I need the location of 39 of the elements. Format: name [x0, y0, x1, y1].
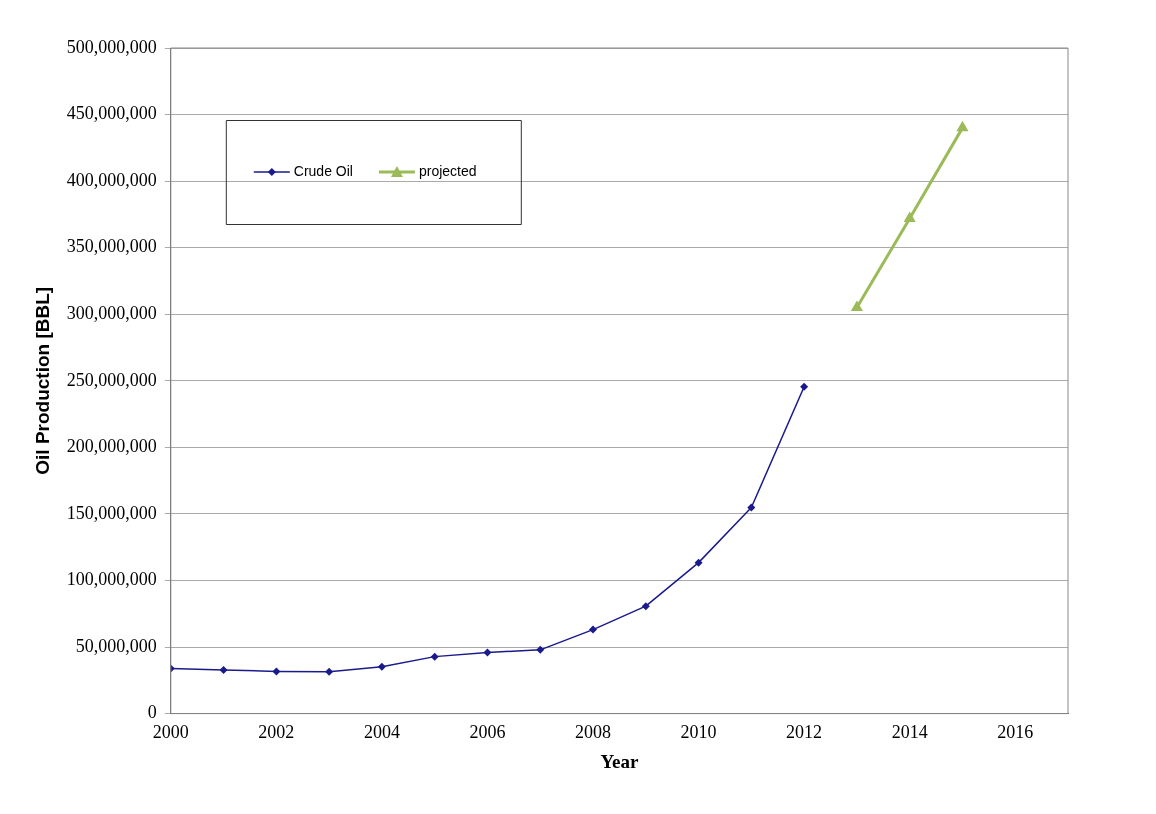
point [483, 648, 492, 657]
y-tick-label: 200,000,000 [66, 436, 157, 457]
x-tick-label: 2008 [575, 722, 612, 743]
point [956, 120, 969, 132]
point [430, 652, 439, 661]
point [747, 503, 756, 512]
x-tick-label: 2010 [680, 722, 717, 743]
x-tick-label: 2002 [258, 722, 295, 743]
point [536, 645, 545, 654]
y-tick-label: 450,000,000 [66, 103, 157, 124]
y-tick-label: 100,000,000 [66, 569, 157, 590]
y-tick-label: 50,000,000 [75, 635, 157, 656]
x-tick-label: 2012 [786, 722, 823, 743]
y-tick-label: 250,000,000 [66, 369, 157, 390]
y-tick-label: 350,000,000 [66, 236, 157, 257]
point [903, 211, 916, 222]
y-axis-title: Oil Production [BBL] [31, 286, 53, 475]
point [272, 667, 281, 676]
y-tick-label: 150,000,000 [66, 502, 157, 523]
y-tick-label: 500,000,000 [66, 36, 157, 57]
point [325, 667, 334, 676]
point [377, 662, 386, 671]
x-tick-label: 2014 [891, 722, 928, 743]
x-axis-title: Year [600, 750, 639, 772]
point [800, 382, 809, 391]
x-tick-label: 2016 [997, 722, 1034, 743]
point [694, 558, 703, 567]
x-tick-label: 2004 [363, 722, 400, 743]
point [641, 602, 650, 611]
x-tick-label: 2000 [152, 722, 189, 743]
legend-label: Crude Oil [293, 162, 353, 179]
y-tick-label: 0 [147, 702, 157, 723]
y-tick-label: 300,000,000 [66, 302, 157, 323]
y-tick-label: 400,000,000 [66, 169, 157, 190]
legend-label: projected [418, 162, 477, 179]
point [850, 300, 863, 312]
x-tick-label: 2006 [469, 722, 506, 743]
point [589, 625, 598, 634]
point [219, 665, 228, 674]
